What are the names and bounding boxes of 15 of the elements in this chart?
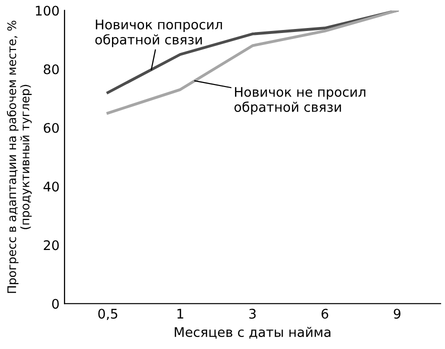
x-tick-label: 6 (322, 308, 328, 319)
y-tick-label: 40 (44, 182, 59, 192)
x-tick-label: 9 (394, 308, 400, 319)
x-tick-label: 3 (249, 308, 256, 319)
x-tick-label: 1 (177, 308, 184, 319)
series-label: Новичок не просил обратной связи (234, 87, 366, 115)
y-tick-label: 80 (44, 64, 59, 74)
y-tick-label: 0 (52, 298, 59, 309)
y-tick-label: 20 (44, 240, 59, 250)
series-label: Новичок попросил обратной связи (95, 20, 222, 48)
y-tick-label: 100 (36, 6, 59, 16)
x-tick-label: 0,5 (98, 308, 118, 320)
y-tick-label: 60 (44, 122, 59, 133)
x-axis-title: Месяцев с даты найма (174, 326, 330, 339)
y-axis-title: Прогресс в адаптации на рабочем месте, % (продуктивный туглер) (6, 20, 32, 293)
